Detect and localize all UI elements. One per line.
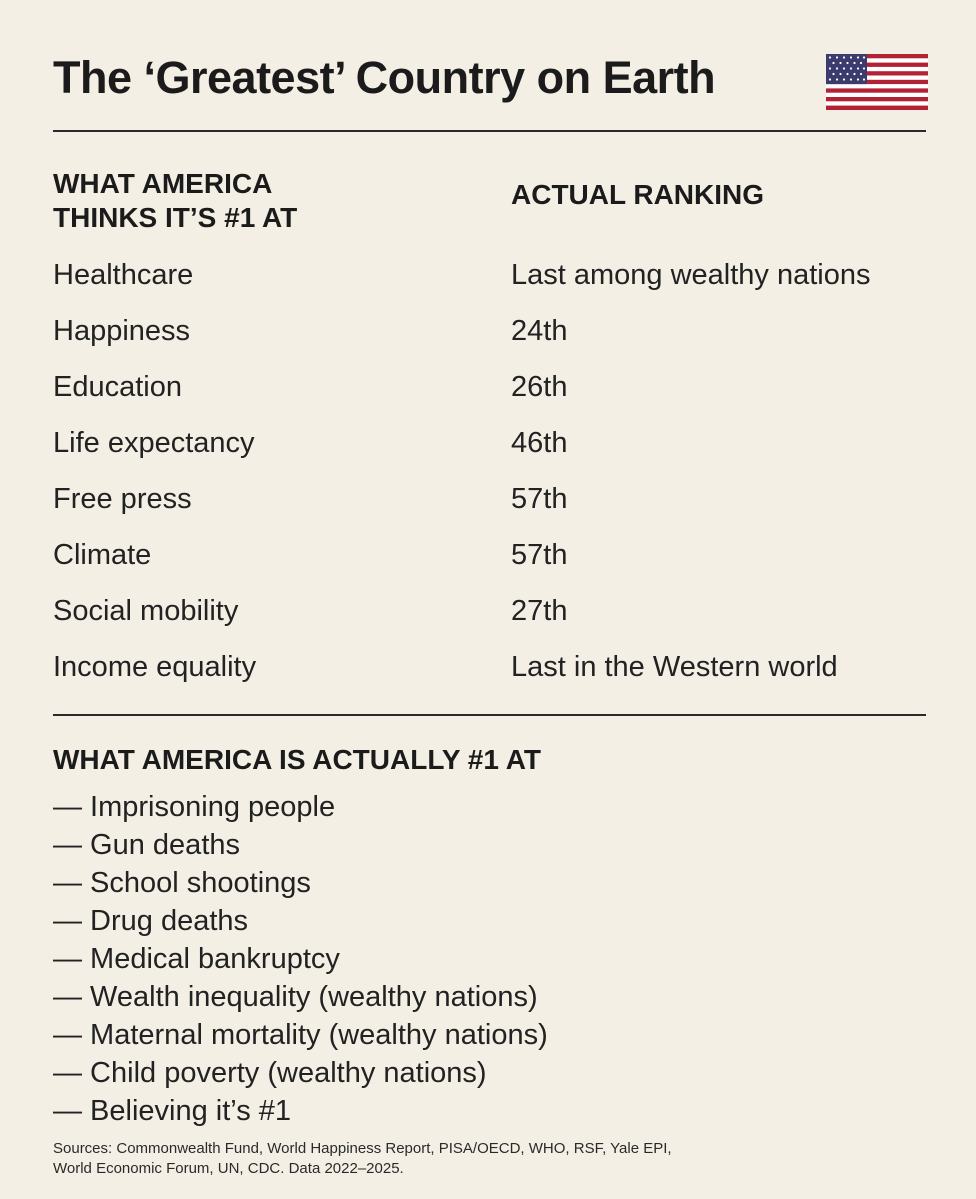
list-item: — Drug deaths (53, 905, 249, 937)
list-item: — Child poverty (wealthy nations) (53, 1057, 487, 1089)
row-value: 26th (511, 371, 568, 403)
actually-first-header: WHAT AMERICA IS ACTUALLY #1 AT (53, 744, 541, 775)
sources-line-1: Sources: Commonwealth Fund, World Happin… (53, 1140, 672, 1157)
page-title: The ‘Greatest’ Country on Earth (53, 52, 716, 103)
row-value: 24th (511, 315, 568, 347)
column-header-thinks-line1: WHAT AMERICA (53, 168, 273, 199)
row-value: 46th (511, 427, 568, 459)
row-label: Social mobility (53, 595, 239, 627)
column-header-thinks: WHAT AMERICA THINKS IT’S #1 AT (53, 167, 297, 235)
divider-top (53, 130, 926, 132)
sources-note: Sources: Commonwealth Fund, World Happin… (53, 1139, 913, 1179)
list-item: — Medical bankruptcy (53, 943, 340, 975)
sources-line-2: World Economic Forum, UN, CDC. Data 2022… (53, 1160, 404, 1177)
column-header-thinks-line2: THINKS IT’S #1 AT (53, 202, 298, 233)
row-value: 57th (511, 483, 568, 515)
list-item: — Wealth inequality (wealthy nations) (53, 981, 538, 1013)
column-header-actual-ranking: ACTUAL RANKING (511, 179, 765, 210)
row-label: Happiness (53, 315, 191, 347)
row-value: 57th (511, 539, 568, 571)
row-value: Last among wealthy nations (511, 259, 871, 291)
divider-middle (53, 714, 926, 716)
row-value: Last in the Western world (511, 651, 838, 683)
row-label: Income equality (53, 651, 257, 683)
row-label: Free press (53, 483, 192, 515)
list-item: — Believing it’s #1 (53, 1095, 292, 1127)
row-label: Healthcare (53, 259, 194, 291)
us-flag-icon (826, 54, 928, 110)
row-value: 27th (511, 595, 568, 627)
list-item: — School shootings (53, 867, 311, 899)
row-label: Education (53, 371, 182, 403)
list-item: — Imprisoning people (53, 791, 336, 823)
list-item: — Gun deaths (53, 829, 240, 861)
row-label: Life expectancy (53, 427, 255, 459)
list-item: — Maternal mortality (wealthy nations) (53, 1019, 548, 1051)
row-label: Climate (53, 539, 152, 571)
